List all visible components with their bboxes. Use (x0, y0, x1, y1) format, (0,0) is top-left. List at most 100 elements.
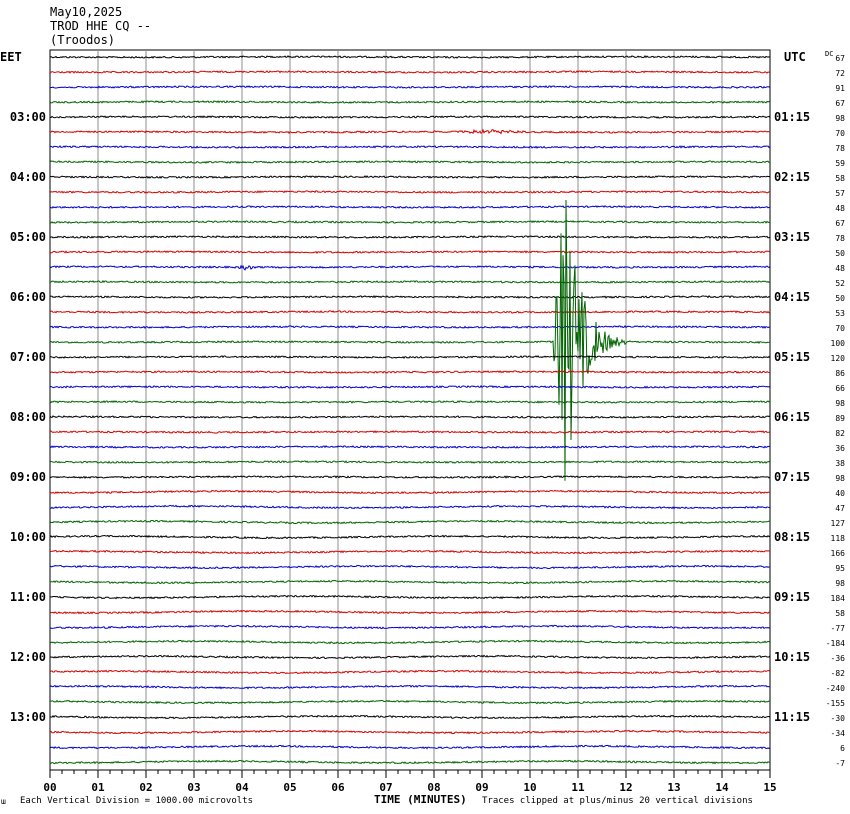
right-hour-label: 06:15 (774, 410, 810, 424)
x-tick-label: 15 (763, 781, 776, 794)
dc-offset: 53 (835, 309, 845, 318)
dc-offset: -77 (831, 624, 846, 633)
left-hour-label: 03:00 (10, 110, 46, 124)
seismic-trace (49, 489, 771, 495)
x-tick-label: 10 (523, 781, 536, 794)
dc-offset: -36 (831, 654, 846, 663)
dc-offset: 184 (831, 594, 846, 603)
seismic-trace (49, 744, 771, 750)
dc-offset: 67 (835, 54, 845, 63)
seismic-trace (49, 400, 771, 404)
dc-offset: 98 (835, 579, 845, 588)
dc-offset: 57 (835, 189, 845, 198)
left-hour-label: 07:00 (10, 350, 46, 364)
record-date: May10,2025 (50, 5, 123, 19)
dc-offset: 91 (835, 84, 845, 93)
station-code: TROD HHE CQ -- (50, 19, 152, 33)
right-hour-label: 01:15 (774, 110, 810, 124)
seismic-trace (49, 54, 771, 59)
right-hour-label: 03:15 (774, 230, 810, 244)
dc-offset: 38 (835, 459, 845, 468)
seismic-trace (49, 205, 771, 209)
dc-offset: 50 (835, 294, 845, 303)
seismic-trace (49, 385, 771, 389)
seismic-trace (49, 729, 771, 735)
dc-offset: 70 (835, 324, 845, 333)
right-hour-label: 05:15 (774, 350, 810, 364)
station-location: (Troodos) (50, 33, 116, 47)
seismic-trace (49, 684, 771, 690)
dc-offset: 127 (831, 519, 846, 528)
seismic-trace (49, 128, 771, 135)
clip-note: Traces clipped at plus/minus 20 vertical… (482, 796, 753, 806)
dc-offset: 89 (835, 414, 845, 423)
left-hour-label: 11:00 (10, 590, 46, 604)
dc-offset: 98 (835, 399, 845, 408)
left-hour-label: 09:00 (10, 470, 46, 484)
seismic-trace (49, 115, 771, 119)
x-tick-label: 05 (283, 781, 296, 794)
seismic-trace (49, 624, 771, 630)
seismic-trace (49, 475, 771, 479)
dc-offset: -155 (826, 699, 845, 708)
dc-offset: -184 (826, 639, 845, 648)
seismic-trace (49, 175, 771, 179)
seismic-trace (49, 609, 771, 615)
dc-offset: 166 (831, 549, 846, 558)
right-hour-label: 08:15 (774, 530, 810, 544)
seismic-trace (49, 445, 771, 449)
x-axis-label: TIME (MINUTES) (374, 793, 467, 806)
seismic-trace (49, 235, 771, 239)
dc-offset: -30 (831, 714, 846, 723)
dc-offset: 78 (835, 144, 845, 153)
seismic-trace (49, 220, 771, 224)
corner-mark: ɯ (1, 797, 6, 806)
dc-offset: -82 (831, 669, 846, 678)
x-tick-label: 00 (43, 781, 56, 794)
x-tick-label: 04 (235, 781, 249, 794)
seismic-trace (49, 669, 771, 675)
dc-offset: 50 (835, 249, 845, 258)
x-tick-label: 01 (91, 781, 105, 794)
dc-offset: 82 (835, 429, 845, 438)
dc-offset: 95 (835, 564, 845, 573)
right-hour-label: 07:15 (774, 470, 810, 484)
seismic-trace (49, 264, 771, 271)
seismic-trace (49, 415, 771, 419)
plot-frame (49, 49, 771, 771)
seismic-trace (49, 534, 771, 540)
seismic-trace (49, 699, 770, 705)
left-hour-label: 13:00 (10, 710, 46, 724)
dc-offset: 66 (835, 384, 845, 393)
seismic-trace (49, 70, 771, 74)
dc-offset: 67 (835, 219, 845, 228)
dc-offset: -7 (835, 759, 845, 768)
seismic-trace (49, 199, 771, 481)
dc-offset: 78 (835, 234, 845, 243)
x-tick-label: 08 (427, 781, 440, 794)
left-hour-label: 05:00 (10, 230, 46, 244)
dc-offset: 72 (835, 69, 845, 78)
x-tick-label: 03 (187, 781, 200, 794)
dc-offset: 67 (835, 99, 845, 108)
x-tick-label: 09 (475, 781, 488, 794)
dc-offset: 70 (835, 129, 845, 138)
dc-offset: 120 (831, 354, 846, 363)
right-timezone-label: UTC (784, 50, 806, 64)
x-tick-label: 12 (619, 781, 632, 794)
vertical-division-note: Each Vertical Division = 1000.00 microvo… (20, 796, 253, 806)
seismic-trace (49, 639, 771, 645)
x-tick-label: 11 (571, 781, 585, 794)
left-hour-label: 12:00 (10, 650, 46, 664)
dc-offset: 6 (840, 744, 845, 753)
right-hour-label: 04:15 (774, 290, 810, 304)
dc-offset: 58 (835, 174, 845, 183)
right-hour-label: 11:15 (774, 710, 810, 724)
seismic-trace (49, 460, 771, 464)
seismic-trace (49, 759, 771, 765)
dc-offset: 48 (835, 204, 845, 213)
right-hour-label: 09:15 (774, 590, 810, 604)
x-tick-label: 13 (667, 781, 680, 794)
dc-offset: 58 (835, 609, 845, 618)
